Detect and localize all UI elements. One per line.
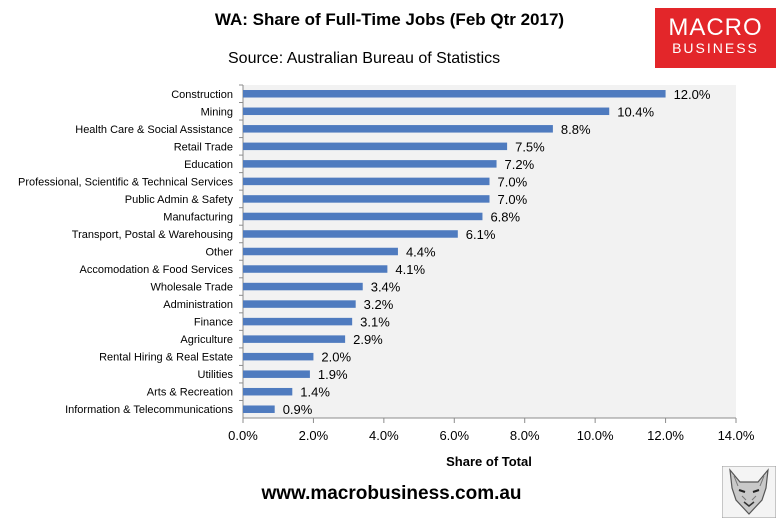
x-tick-label: 6.0% [439, 428, 469, 443]
x-tick-label: 12.0% [647, 428, 684, 443]
data-label: 4.4% [406, 245, 436, 260]
category-label: Health Care & Social Assistance [75, 124, 233, 136]
bar [243, 160, 497, 168]
category-label: Other [205, 247, 233, 259]
data-label: 12.0% [674, 87, 711, 102]
website-url: www.macrobusiness.com.au [261, 483, 522, 504]
x-tick-label: 0.0% [228, 428, 258, 443]
bar [243, 142, 508, 151]
data-label: 7.5% [515, 139, 545, 154]
category-label: Information & Telecommunications [65, 404, 233, 416]
category-label: Transport, Postal & Warehousing [72, 229, 233, 241]
bar [243, 107, 610, 116]
category-label: Wholesale Trade [150, 282, 233, 294]
logo-line-2: BUSINESS [672, 40, 759, 56]
data-label: 2.9% [353, 332, 383, 347]
data-label: 8.8% [561, 122, 591, 137]
bar [243, 125, 553, 133]
bar [243, 317, 353, 326]
data-label: 1.9% [318, 367, 348, 382]
bar [243, 247, 398, 256]
chart-source: Source: Australian Bureau of Statistics [228, 50, 501, 67]
data-label: 1.4% [300, 385, 330, 400]
bar [243, 230, 458, 238]
bar [243, 195, 490, 203]
wolf-icon [722, 466, 776, 518]
bar [243, 370, 310, 378]
category-label: Retail Trade [174, 141, 233, 153]
bar [243, 405, 275, 413]
category-label: Public Admin & Safety [125, 194, 234, 206]
category-label: Agriculture [180, 334, 233, 346]
x-tick-label: 4.0% [369, 428, 399, 443]
data-label: 3.4% [371, 280, 401, 295]
bar [243, 177, 490, 186]
data-label: 7.2% [505, 157, 535, 172]
bar [243, 335, 346, 343]
data-label: 3.1% [360, 315, 390, 330]
bar [243, 387, 293, 396]
category-label: Professional, Scientific & Technical Ser… [18, 176, 234, 188]
logo-line-1: MACRO [668, 14, 763, 41]
x-axis-title: Share of Total [446, 454, 532, 469]
bar [243, 90, 666, 98]
category-label: Manufacturing [163, 211, 233, 223]
category-label: Rental Hiring & Real Estate [99, 352, 233, 364]
chart-title: WA: Share of Full-Time Jobs (Feb Qtr 201… [214, 10, 565, 29]
macrobusiness-logo: MACRO BUSINESS [655, 8, 776, 68]
category-label: Finance [194, 317, 233, 329]
category-label: Arts & Recreation [147, 387, 233, 399]
data-label: 3.2% [364, 297, 394, 312]
category-label: Construction [171, 89, 233, 101]
bar [243, 265, 388, 273]
category-label: Mining [201, 106, 233, 118]
data-label: 0.9% [283, 402, 313, 417]
data-label: 2.0% [321, 350, 351, 365]
data-label: 10.4% [617, 104, 654, 119]
bar [243, 282, 363, 291]
category-label: Utilities [198, 369, 234, 381]
category-label: Administration [163, 299, 233, 311]
data-label: 7.0% [498, 174, 528, 189]
x-tick-label: 10.0% [577, 428, 614, 443]
data-label: 6.1% [466, 227, 496, 242]
category-label: Accomodation & Food Services [80, 264, 234, 276]
bar [243, 212, 483, 221]
data-label: 4.1% [395, 262, 425, 277]
data-label: 6.8% [490, 209, 520, 224]
bar [243, 300, 356, 308]
plot-area: 0.0% 2.0% 4.0% 6.0% 8.0% 10.0% 12.0% 14.0% Const… [18, 84, 755, 469]
x-tick-label: 2.0% [299, 428, 329, 443]
x-tick-label: 8.0% [510, 428, 540, 443]
category-label: Education [184, 159, 233, 171]
x-tick-label: 14.0% [718, 428, 755, 443]
bar [243, 352, 314, 361]
data-label: 7.0% [498, 192, 528, 207]
